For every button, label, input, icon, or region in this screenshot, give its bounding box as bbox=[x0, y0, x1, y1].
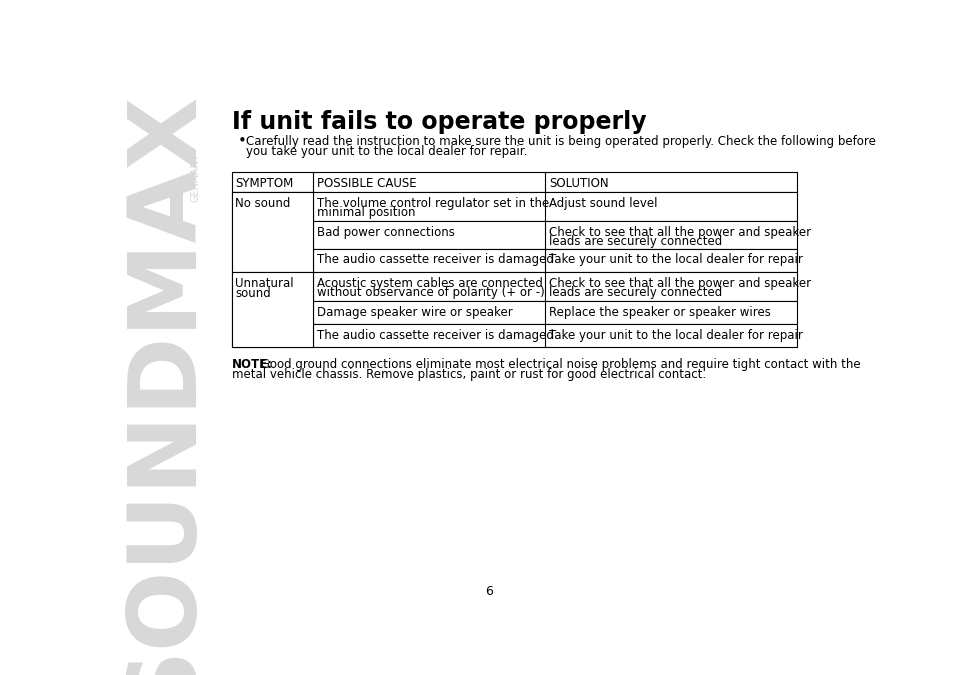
Bar bbox=[232, 221, 797, 249]
Bar bbox=[232, 192, 313, 272]
Text: Adjust sound level: Adjust sound level bbox=[549, 196, 658, 209]
Text: minimal position: minimal position bbox=[316, 206, 415, 219]
Text: metal vehicle chassis. Remove plastics, paint or rust for good electrical contac: metal vehicle chassis. Remove plastics, … bbox=[232, 368, 705, 381]
Text: The volume control regulator set in the: The volume control regulator set in the bbox=[316, 196, 549, 209]
Text: Carefully read the instruction to make sure the unit is being operated properly.: Carefully read the instruction to make s… bbox=[245, 135, 875, 148]
Bar bbox=[232, 324, 797, 348]
Bar bbox=[232, 301, 797, 324]
Text: SOUNDMAX: SOUNDMAX bbox=[118, 89, 210, 675]
Text: Check to see that all the power and speaker: Check to see that all the power and spea… bbox=[549, 277, 811, 290]
Text: NOTE:: NOTE: bbox=[232, 358, 273, 371]
Text: leads are securely connected: leads are securely connected bbox=[549, 286, 721, 299]
Text: Damage speaker wire or speaker: Damage speaker wire or speaker bbox=[316, 306, 512, 319]
Text: Unnatural: Unnatural bbox=[235, 277, 294, 290]
Text: you take your unit to the local dealer for repair.: you take your unit to the local dealer f… bbox=[245, 145, 526, 158]
Text: GERMANY: GERMANY bbox=[190, 153, 200, 202]
Text: SYMPTOM: SYMPTOM bbox=[235, 178, 294, 190]
Text: Good ground connections eliminate most electrical noise problems and require tig: Good ground connections eliminate most e… bbox=[257, 358, 860, 371]
Text: The audio cassette receiver is damaged: The audio cassette receiver is damaged bbox=[316, 254, 553, 267]
Bar bbox=[232, 172, 797, 192]
Text: ●: ● bbox=[239, 136, 244, 142]
Text: Acoustic system cables are connected: Acoustic system cables are connected bbox=[316, 277, 542, 290]
Text: No sound: No sound bbox=[235, 197, 291, 211]
Text: Take your unit to the local dealer for repair: Take your unit to the local dealer for r… bbox=[549, 329, 802, 342]
Text: SOLUTION: SOLUTION bbox=[549, 178, 608, 190]
Bar bbox=[232, 272, 797, 301]
Bar bbox=[232, 272, 313, 348]
Text: The audio cassette receiver is damaged: The audio cassette receiver is damaged bbox=[316, 329, 553, 342]
Bar bbox=[232, 249, 797, 272]
Text: Bad power connections: Bad power connections bbox=[316, 225, 455, 239]
Text: leads are securely connected: leads are securely connected bbox=[549, 235, 721, 248]
Text: sound: sound bbox=[235, 288, 271, 300]
Text: If unit fails to operate properly: If unit fails to operate properly bbox=[232, 110, 645, 134]
Text: 6: 6 bbox=[484, 585, 493, 598]
Text: Check to see that all the power and speaker: Check to see that all the power and spea… bbox=[549, 225, 811, 239]
Bar bbox=[232, 192, 797, 221]
Text: Take your unit to the local dealer for repair: Take your unit to the local dealer for r… bbox=[549, 254, 802, 267]
Text: Replace the speaker or speaker wires: Replace the speaker or speaker wires bbox=[549, 306, 770, 319]
Text: POSSIBLE CAUSE: POSSIBLE CAUSE bbox=[316, 178, 416, 190]
Text: without observance of polarity (+ or -): without observance of polarity (+ or -) bbox=[316, 286, 544, 299]
